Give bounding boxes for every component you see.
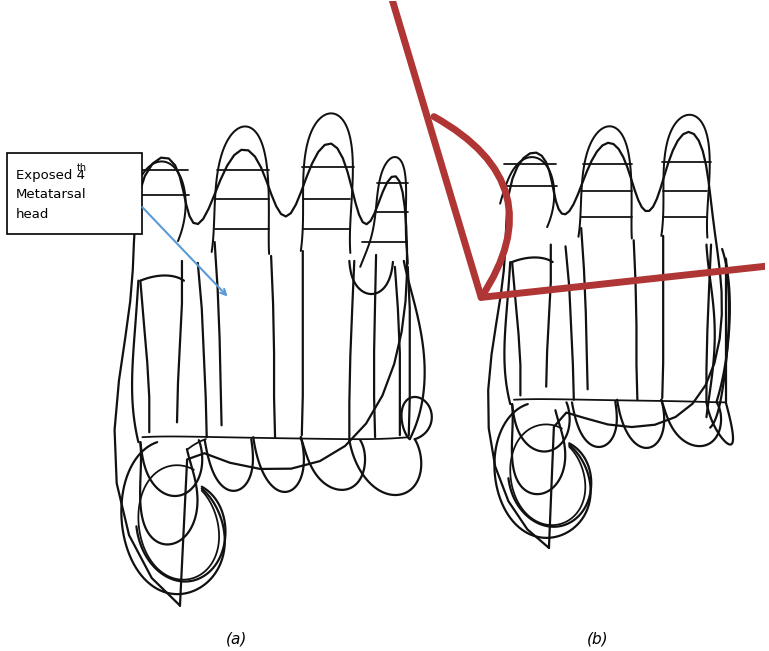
Text: (a): (a) (226, 631, 247, 646)
FancyBboxPatch shape (7, 153, 142, 234)
Text: head: head (15, 208, 49, 221)
Text: Metatarsal: Metatarsal (15, 187, 86, 201)
Text: Exposed 4: Exposed 4 (15, 169, 85, 182)
Text: th: th (77, 163, 87, 173)
FancyArrowPatch shape (357, 0, 769, 298)
Text: (b): (b) (587, 631, 609, 646)
